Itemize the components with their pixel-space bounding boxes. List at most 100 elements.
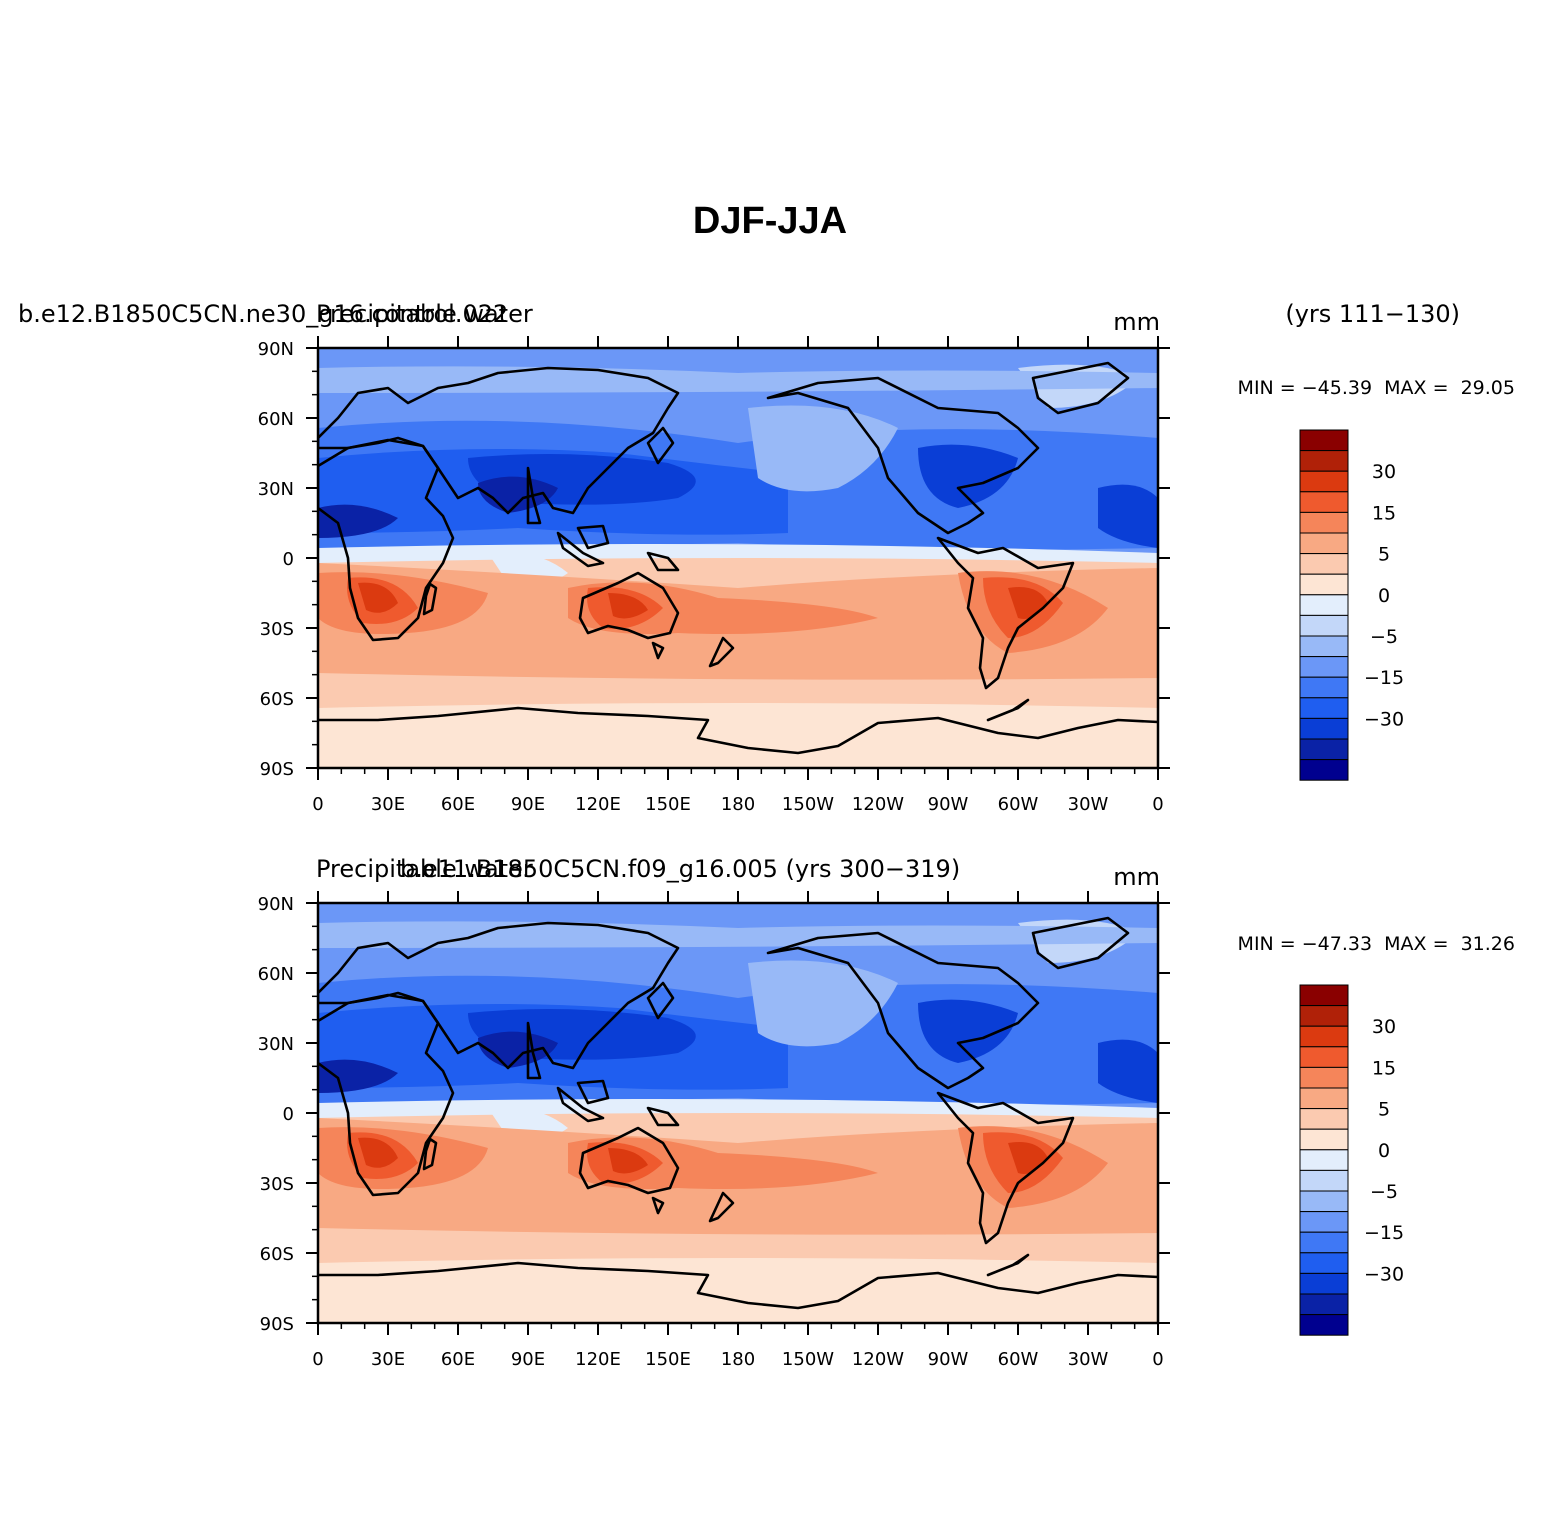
colorbar-box [1299,532,1349,555]
y-ticks: 90N 60N 30N 0 30S 60S 90S [258,339,1170,780]
y-tick-label: 90S [260,759,294,780]
colorbar-box [1299,717,1349,740]
x-tick-label: 90E [511,794,545,815]
x-tick-label: 0 [1152,794,1163,815]
colorbar-box [1299,1314,1349,1336]
x-tick-label: 150E [645,1349,691,1370]
colorbar-box [1299,1252,1349,1274]
colorbar-box [1299,594,1349,616]
x-tick-label: 180 [721,794,755,815]
colorbar-box [1299,697,1349,719]
colorbar-box [1299,1272,1349,1295]
map-panel-bottom: 0 30E 60E 90E 120E 150E 180 150W 120W 90W 60W 30W 0 … [258,855,1515,1370]
x-tick-label: 120W [852,1349,904,1370]
x-ticks: 0 30E 60E 90E 120E 150E 180 150W 120W 90W 60W 30W 0 [312,891,1164,1370]
colorbar-box [1299,984,1349,1007]
colorbar-box [1299,1128,1349,1151]
x-tick-label: 120E [575,1349,621,1370]
y-tick-label: 60S [260,689,294,710]
y-tick-label: 90S [260,1314,294,1335]
colorbar-label: 0 [1378,1140,1390,1162]
x-tick-label: 90E [511,1349,545,1370]
colorbar: 30 15 5 0 −5 −15 −30 [1299,984,1404,1336]
colorbar-box [1299,635,1349,658]
colorbar-label: 15 [1372,502,1396,524]
left-title: b.e12.B1850C5CN.ne30_g16.control.022 [18,300,508,328]
colorbar-box [1299,553,1349,575]
x-tick-label: 0 [312,1349,323,1370]
y-tick-label: 30S [260,619,294,640]
y-tick-label: 30S [260,1174,294,1195]
colorbar-box [1299,1108,1349,1130]
colorbar-box [1299,491,1349,513]
y-tick-label: 60N [258,409,294,430]
colorbar-label: 30 [1372,1016,1396,1038]
y-tick-label: 90N [258,894,294,915]
colorbar-box [1299,470,1349,493]
min-max-label: MIN = −45.39 MAX = 29.05 [1238,377,1515,399]
x-tick-label: 180 [721,1349,755,1370]
colorbar-box [1299,1293,1349,1316]
colorbar-box [1299,1005,1349,1027]
x-ticks: 0 30E 60E 90E 120E 150E 180 150W 120W 90W 60W 30W 0 [312,336,1164,815]
colorbar-label: −30 [1364,1263,1404,1285]
y-tick-label: 90N [258,339,294,360]
y-tick-label: 0 [283,549,294,570]
colorbar-box [1299,1231,1349,1254]
map-panel-top: 0 30E 60E 90E 120E 150E 180 150W 120W 90W 60W 30W 0 … [18,300,1515,815]
x-tick-label: 120E [575,794,621,815]
colorbar-label: −30 [1364,708,1404,730]
x-tick-label: 60W [998,1349,1039,1370]
colorbar-box [1299,614,1349,637]
colorbar-box [1299,1211,1349,1233]
x-tick-label: 0 [312,794,323,815]
x-tick-label: 30W [1068,1349,1109,1370]
x-tick-label: 60E [441,1349,475,1370]
colorbar-box [1299,511,1349,534]
colorbar-box [1299,738,1349,761]
x-tick-label: 150W [782,794,834,815]
colorbar-label: −5 [1370,1181,1398,1203]
colorbar-box [1299,573,1349,596]
x-tick-label: 120W [852,794,904,815]
y-tick-label: 0 [283,1104,294,1125]
overlap-title: Precipitable water [316,300,533,328]
colorbar-box [1299,1087,1349,1110]
right-title: (yrs 111−130) [1285,300,1460,328]
colorbar-box [1299,656,1349,678]
units-label: mm [1113,308,1160,336]
x-tick-label: 90W [928,1349,969,1370]
colorbar-box [1299,1190,1349,1213]
colorbar-label: −5 [1370,626,1398,648]
colorbar-box [1299,1066,1349,1089]
x-tick-label: 90W [928,794,969,815]
overlap-title: b.e11.B1850C5CN.f09_g16.005 (yrs 300−319… [400,855,960,883]
y-tick-label: 30N [258,479,294,500]
y-tick-label: 60S [260,1244,294,1265]
colorbar-label: −15 [1364,1222,1404,1244]
colorbar-box [1299,759,1349,781]
figure-title: DJF-JJA [693,200,847,242]
colorbar-box [1299,1025,1349,1048]
units-label: mm [1113,863,1160,891]
colorbar-box [1299,1046,1349,1068]
x-tick-label: 60W [998,794,1039,815]
colorbar-box [1299,450,1349,472]
colorbar-label: 0 [1378,585,1390,607]
colorbar-label: 30 [1372,461,1396,483]
min-max-label: MIN = −47.33 MAX = 31.26 [1238,933,1515,955]
y-tick-label: 60N [258,964,294,985]
left-title: Precipitable water [316,855,533,883]
colorbar-box [1299,1169,1349,1192]
x-tick-label: 30E [371,794,405,815]
colorbar-label: −15 [1364,667,1404,689]
x-tick-label: 150W [782,1349,834,1370]
colorbar-label: 5 [1378,1099,1390,1121]
colorbar: 30 15 5 0 −5 −15 −30 [1299,429,1404,781]
y-ticks: 90N 60N 30N 0 30S 60S 90S [258,894,1170,1335]
x-tick-label: 0 [1152,1349,1163,1370]
x-tick-label: 150E [645,794,691,815]
x-tick-label: 30W [1068,794,1109,815]
colorbar-label: 15 [1372,1057,1396,1079]
colorbar-box [1299,429,1349,452]
